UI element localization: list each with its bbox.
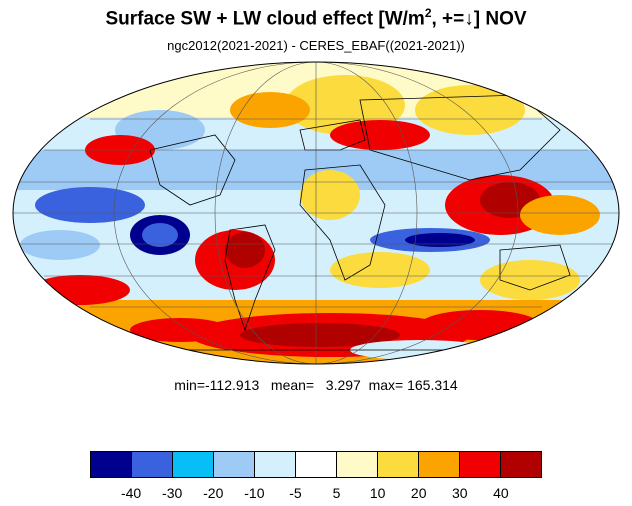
south-america-outline bbox=[224, 224, 276, 332]
colorbar-swatch bbox=[501, 452, 541, 477]
map-statistics: min=-112.913 mean= 3.297 max= 165.314 bbox=[174, 377, 458, 393]
colorbar bbox=[90, 451, 542, 478]
colorbar-swatch bbox=[378, 452, 419, 477]
colorbar-tick-label: -40 bbox=[120, 485, 142, 501]
world-map bbox=[12, 61, 620, 365]
colorbar-tick-label: -10 bbox=[244, 485, 265, 501]
colorbar-swatch bbox=[460, 452, 501, 477]
colorbar-tick-label: -30 bbox=[162, 485, 183, 501]
colorbar-swatch bbox=[173, 452, 214, 477]
colorbar-tick-label: 10 bbox=[369, 485, 386, 501]
colorbar-swatch bbox=[419, 452, 460, 477]
map-container bbox=[12, 61, 620, 365]
colorbar-swatch bbox=[337, 452, 378, 477]
colorbar-swatch bbox=[214, 452, 255, 477]
colorbar-tick-label: 40 bbox=[493, 485, 509, 501]
colorbar-tick-label: -20 bbox=[203, 485, 224, 501]
title-superscript: 2 bbox=[424, 6, 432, 20]
colorbar-tick-label: 20 bbox=[410, 485, 427, 501]
north-america-outline bbox=[149, 134, 236, 206]
title-main: Surface SW + LW cloud effect [W/m bbox=[105, 8, 425, 30]
chart-title: Surface SW + LW cloud effect [W/m2, +=↓]… bbox=[0, 6, 632, 30]
colorbar-tick-label: -5 bbox=[289, 485, 302, 501]
title-tail: , +=↓] NOV bbox=[431, 8, 527, 30]
africa-outline bbox=[299, 164, 386, 281]
colorbar-tick-label: 5 bbox=[332, 485, 341, 501]
map-border bbox=[12, 61, 620, 365]
colorbar-swatch bbox=[91, 452, 132, 477]
chart-subtitle: ngc2012(2021-2021) - CERES_EBAF((2021-20… bbox=[167, 38, 465, 53]
colorbar-ticks: -40 -30 -20 -10 -5 5 10 20 30 40 bbox=[0, 485, 632, 503]
colorbar-swatch bbox=[255, 452, 296, 477]
colorbar-swatch bbox=[132, 452, 173, 477]
colorbar-tick-label: 30 bbox=[452, 485, 468, 501]
europe-outline bbox=[299, 119, 366, 151]
colorbar-swatch bbox=[296, 452, 337, 477]
